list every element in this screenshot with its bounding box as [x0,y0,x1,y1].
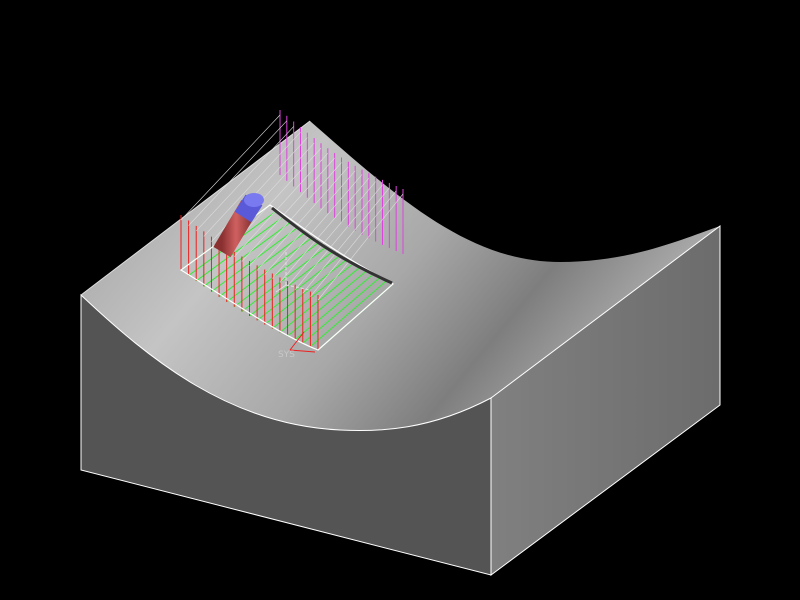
cut-pass-line [203,221,291,287]
rapid-move-line [196,126,294,232]
wall-edge-curve [271,206,393,285]
rapid-move-line [249,162,342,267]
cut-pass-line [310,280,387,347]
rapid-move-line [272,174,363,279]
rapid-move-line [180,114,281,221]
toolpath [179,110,404,351]
tool-top-icon [244,193,264,207]
cut-pass-line [279,267,360,333]
cut-pass-line [256,256,339,321]
sys-label: SYS [278,350,295,360]
rapid-move-line [302,187,390,294]
cut-pass-line [302,277,380,344]
rapid-move-line [287,181,376,287]
stock-left-face [80,293,492,576]
rapid-move-line [294,184,383,290]
tool [213,193,264,258]
cut-pass-line [249,252,332,317]
cut-pass-line [195,216,284,282]
cut-pass-line [272,264,353,329]
stock-top-surface [81,121,720,431]
rapid-move-line [310,190,397,297]
rapid-move-line [234,153,329,257]
rapid-move-line [264,170,356,275]
machining-boundary [179,204,395,351]
rapid-move-line [188,120,288,226]
rapid-move-line [317,193,404,301]
cut-pass-line [264,260,346,325]
cut-pass-line [294,274,373,341]
stock-right-face [490,224,721,576]
rapid-move-line [203,131,301,237]
rapid-move-line [256,166,349,271]
coordinate-system-triad-icon: SYS [275,250,316,360]
cut-pass-line [211,227,298,293]
rapid-move-line [279,177,370,283]
cut-pass-line [287,271,366,337]
rapid-move-line [241,157,335,262]
